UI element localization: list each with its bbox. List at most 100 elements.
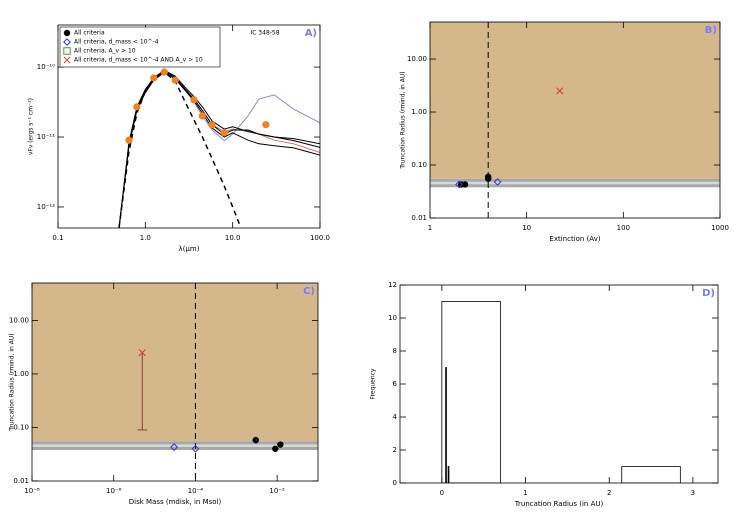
y-axis-label: νFν (ergs s⁻¹ cm⁻²) (28, 98, 35, 155)
model-line (118, 70, 320, 228)
photometry-point (220, 129, 228, 137)
y-axis-label: Frequency (370, 368, 377, 399)
axes-frame (399, 284, 719, 484)
histogram-bar (441, 301, 501, 483)
photometry-point (171, 76, 179, 84)
shaded-region (32, 283, 318, 442)
x-tick-label: 10⁻⁶ (106, 487, 122, 495)
panel-label: B) (705, 25, 717, 36)
x-tick-label: 1000 (711, 224, 729, 232)
y-tick-label: 10⁻¹¹ (37, 133, 55, 141)
x-axis-label: λ(μm) (179, 245, 200, 253)
y-tick-label: 6 (393, 380, 398, 388)
photometry-point (160, 68, 168, 76)
diamond-marker (63, 38, 71, 46)
y-axis-label: Truncation Radius (rmind, in AU) (400, 71, 407, 169)
model-line (118, 71, 320, 228)
gray-band-inner (430, 181, 720, 185)
diamond-marker (170, 443, 178, 451)
dot-marker (272, 445, 279, 452)
y-tick-label: 10.00 (407, 55, 427, 63)
y-tick-label: 0.01 (13, 477, 29, 485)
x-tick-label: 100.0 (310, 234, 330, 242)
plot-area (118, 68, 320, 228)
gray-band-inner (32, 444, 318, 447)
cross-marker (556, 87, 564, 95)
panel-label: C) (303, 286, 315, 297)
x-tick-label: 10.0 (225, 234, 241, 242)
model-line (118, 70, 320, 228)
legend-label: All criteria (74, 30, 105, 37)
annotation: IC 348-58 (250, 30, 279, 37)
y-tick-label: 0 (393, 479, 397, 487)
y-tick-label: 10⁻¹⁰ (37, 63, 55, 71)
plot-area (32, 283, 318, 481)
x-tick-label: 1.0 (140, 234, 151, 242)
diamond-marker (493, 177, 502, 186)
x-tick-label: 0.1 (52, 234, 63, 242)
model-line (118, 69, 320, 228)
dot-marker (63, 29, 71, 37)
x-tick-label: 10⁻⁴ (188, 487, 204, 495)
histogram-bar (447, 466, 450, 483)
dot-marker (252, 436, 259, 444)
legend-label: All criteria, d_mass < 10^-4 AND A_v > 1… (74, 57, 203, 64)
y-tick-label: 0.10 (13, 423, 29, 431)
panel-label: D) (702, 288, 715, 299)
x-tick-label: 100 (617, 224, 630, 232)
photometry-point (150, 74, 158, 82)
histogram-bar (621, 466, 681, 483)
photometry-point (208, 121, 216, 129)
y-tick-label: 4 (393, 413, 398, 421)
x-axis-label: Extinction (Av) (549, 235, 600, 243)
cross-marker (138, 349, 146, 357)
y-tick-label: 10.00 (9, 316, 29, 324)
y-tick-label: 10⁻¹² (37, 203, 55, 211)
plot-area (430, 22, 720, 218)
diamond-marker (191, 444, 200, 453)
photometry-point (133, 103, 141, 111)
photometry-point (190, 96, 198, 104)
x-axis-label: Truncation Radius (in AU) (514, 500, 604, 508)
dot-marker (461, 181, 469, 188)
x-tick-label: 3 (691, 489, 695, 497)
y-tick-label: 0.10 (411, 161, 427, 169)
x-tick-label: 10⁻² (269, 487, 285, 495)
x-tick-label: 1 (428, 224, 432, 232)
photometry-point (262, 121, 270, 129)
dot-marker (277, 441, 284, 448)
y-tick-label: 1.00 (411, 108, 427, 116)
x-tick-label: 2 (607, 489, 611, 497)
y-axis-label: Truncation Radius (rmind, in AU) (9, 333, 16, 431)
y-tick-label: 2 (393, 446, 397, 454)
y-tick-label: 0.01 (411, 214, 427, 222)
axes-frame (429, 21, 721, 219)
y-tick-label: 12 (388, 281, 397, 289)
panel-label: A) (305, 28, 317, 39)
model-line (118, 70, 320, 228)
x-tick-label: 10 (522, 224, 531, 232)
legend-label: All criteria, d_mass < 10^-4 (74, 39, 159, 46)
model-line (118, 71, 241, 228)
y-tick-label: 8 (393, 347, 397, 355)
cross-marker (63, 56, 71, 64)
x-tick-label: 10⁻⁸ (24, 487, 40, 495)
y-tick-label: 10 (388, 314, 397, 322)
x-tick-label: 1 (523, 489, 527, 497)
photometry-point (125, 136, 133, 144)
axes-frame (31, 282, 319, 482)
histogram-bar (445, 367, 447, 483)
legend-box (59, 26, 221, 68)
shaded-region (430, 22, 720, 179)
x-tick-label: 0 (440, 489, 444, 497)
photometry-point (198, 112, 206, 120)
plot-area (441, 301, 681, 483)
legend-label: All criteria, A_v > 10 (74, 48, 136, 55)
y-tick-label: 1.00 (13, 370, 29, 378)
x-axis-label: Disk Mass (mdisk, in Msol) (129, 498, 222, 506)
diamond-marker (455, 180, 464, 189)
square-marker (63, 47, 71, 55)
dot-marker (484, 173, 492, 180)
